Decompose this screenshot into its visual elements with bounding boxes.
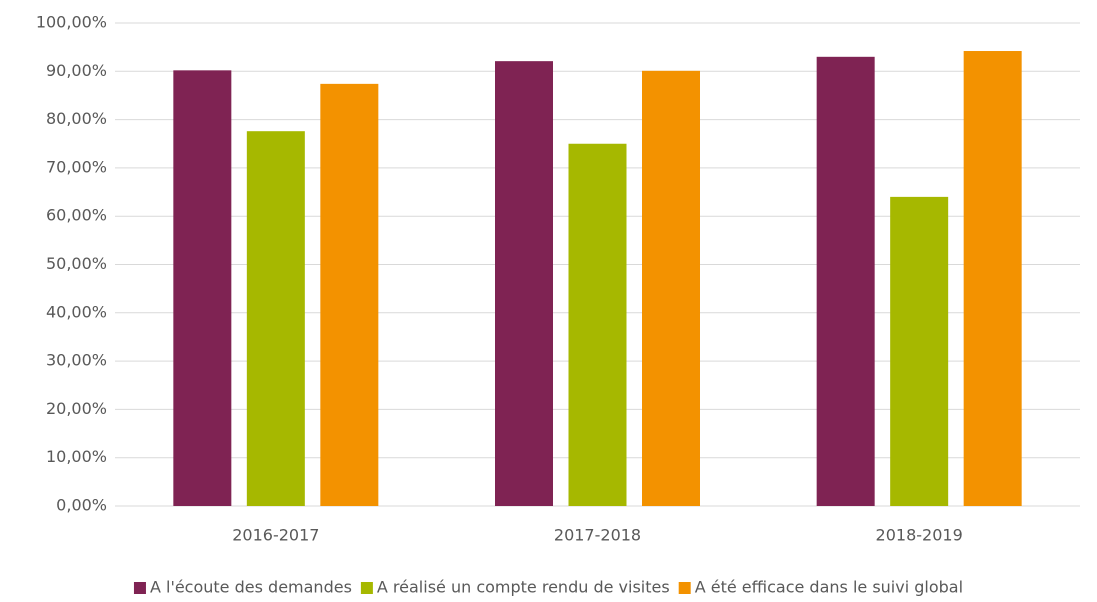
bar [246,131,305,506]
y-tick-label: 80,00% [46,109,107,128]
legend-label: A l'écoute des demandes [150,578,352,597]
y-tick-label: 30,00% [46,351,107,370]
bar [642,70,700,506]
y-tick-label: 20,00% [46,399,107,418]
x-tick-label: 2018-2019 [876,526,963,545]
legend-item: A l'écoute des demandes [133,578,352,597]
legend-item: A réalisé un compte rendu de visites [360,578,670,597]
y-tick-label: 10,00% [46,447,107,466]
legend-item: A été efficace dans le suivi global [678,578,963,597]
legend-swatch [678,582,691,594]
y-tick-label: 90,00% [46,61,107,80]
bar [495,61,553,506]
y-tick-label: 50,00% [46,254,107,273]
legend-swatch [133,582,146,594]
bar [890,196,949,506]
legend-label: A été efficace dans le suivi global [695,578,963,597]
bar [816,56,875,507]
bar [963,51,1022,506]
bar [173,70,232,507]
legend-swatch [360,582,373,594]
bar [320,83,379,506]
y-tick-label: 40,00% [46,302,107,321]
x-tick-label: 2016-2017 [232,526,319,545]
y-tick-label: 0,00% [56,496,107,515]
legend: A l'écoute des demandes A réalisé un comp… [133,578,963,597]
y-tick-label: 70,00% [46,157,107,176]
legend-label: A réalisé un compte rendu de visites [377,578,670,597]
y-tick-label: 100,00% [36,13,107,32]
y-tick-label: 60,00% [46,206,107,225]
x-tick-label: 2017-2018 [554,526,641,545]
bar [568,143,627,506]
